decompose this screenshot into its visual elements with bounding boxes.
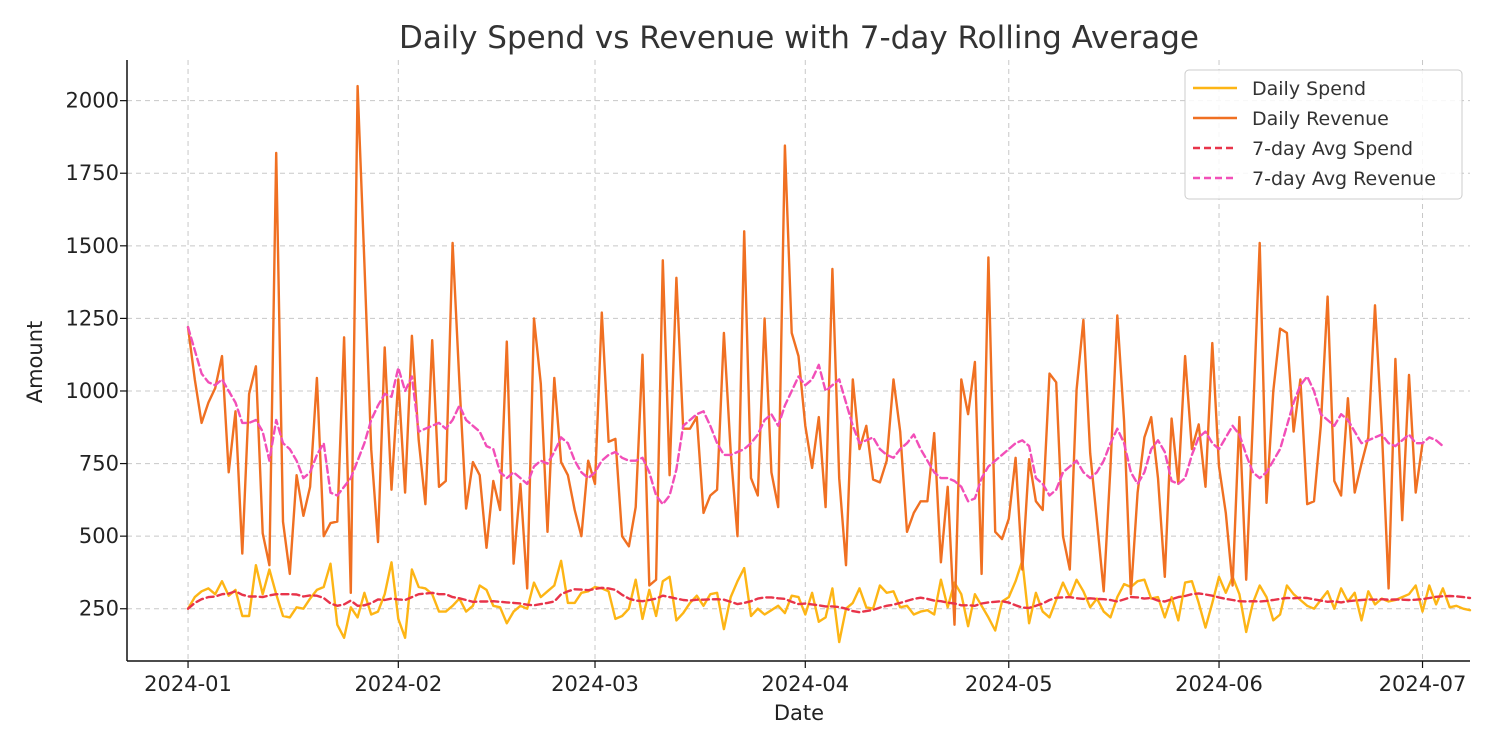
legend-label: 7-day Avg Spend (1252, 138, 1413, 160)
x-axis-ticks: 2024-01 2024-02 2024-03 2024-04 2024-05 2024-… (144, 661, 1466, 696)
y-tick-label: 1500 (66, 234, 119, 258)
x-tick-label: 2024-04 (761, 672, 849, 696)
x-tick-label: 2024-05 (965, 672, 1053, 696)
legend-label: Daily Revenue (1252, 108, 1389, 130)
y-tick-label: 750 (79, 452, 119, 476)
chart-title: Daily Spend vs Revenue with 7-day Rollin… (399, 20, 1199, 56)
series-line-7-day-avg-spend (186, 586, 1472, 614)
y-tick-label: 1750 (66, 161, 119, 185)
y-tick-label: 250 (79, 597, 119, 621)
axes (126, 60, 1470, 662)
y-tick-label: 1000 (66, 379, 119, 403)
x-tick-label: 2024-06 (1175, 672, 1263, 696)
x-tick-label: 2024-03 (551, 672, 639, 696)
y-axis-title: Amount (23, 321, 47, 404)
legend-label: Daily Spend (1252, 78, 1366, 100)
x-axis-title: Date (774, 701, 824, 725)
y-tick-label: 2000 (66, 89, 119, 113)
x-tick-label: 2024-07 (1379, 672, 1467, 696)
y-tick-label: 500 (79, 524, 119, 548)
legend-box (1184, 69, 1463, 200)
series-line-daily-spend (186, 559, 1472, 644)
legend: Daily Spend Daily Revenue 7-day Avg Spend 7… (1184, 69, 1463, 200)
x-tick-label: 2024-01 (144, 672, 232, 696)
series-lines (186, 84, 1472, 644)
legend-label: 7-day Avg Revenue (1252, 168, 1436, 190)
y-tick-label: 1250 (66, 306, 119, 330)
series-line-7-day-avg-revenue (186, 325, 1445, 506)
y-axis-ticks: 250 500 750 1000 1250 1500 1750 2000 (66, 89, 127, 621)
x-tick-label: 2024-02 (354, 672, 442, 696)
series-line-daily-revenue (186, 84, 1424, 626)
